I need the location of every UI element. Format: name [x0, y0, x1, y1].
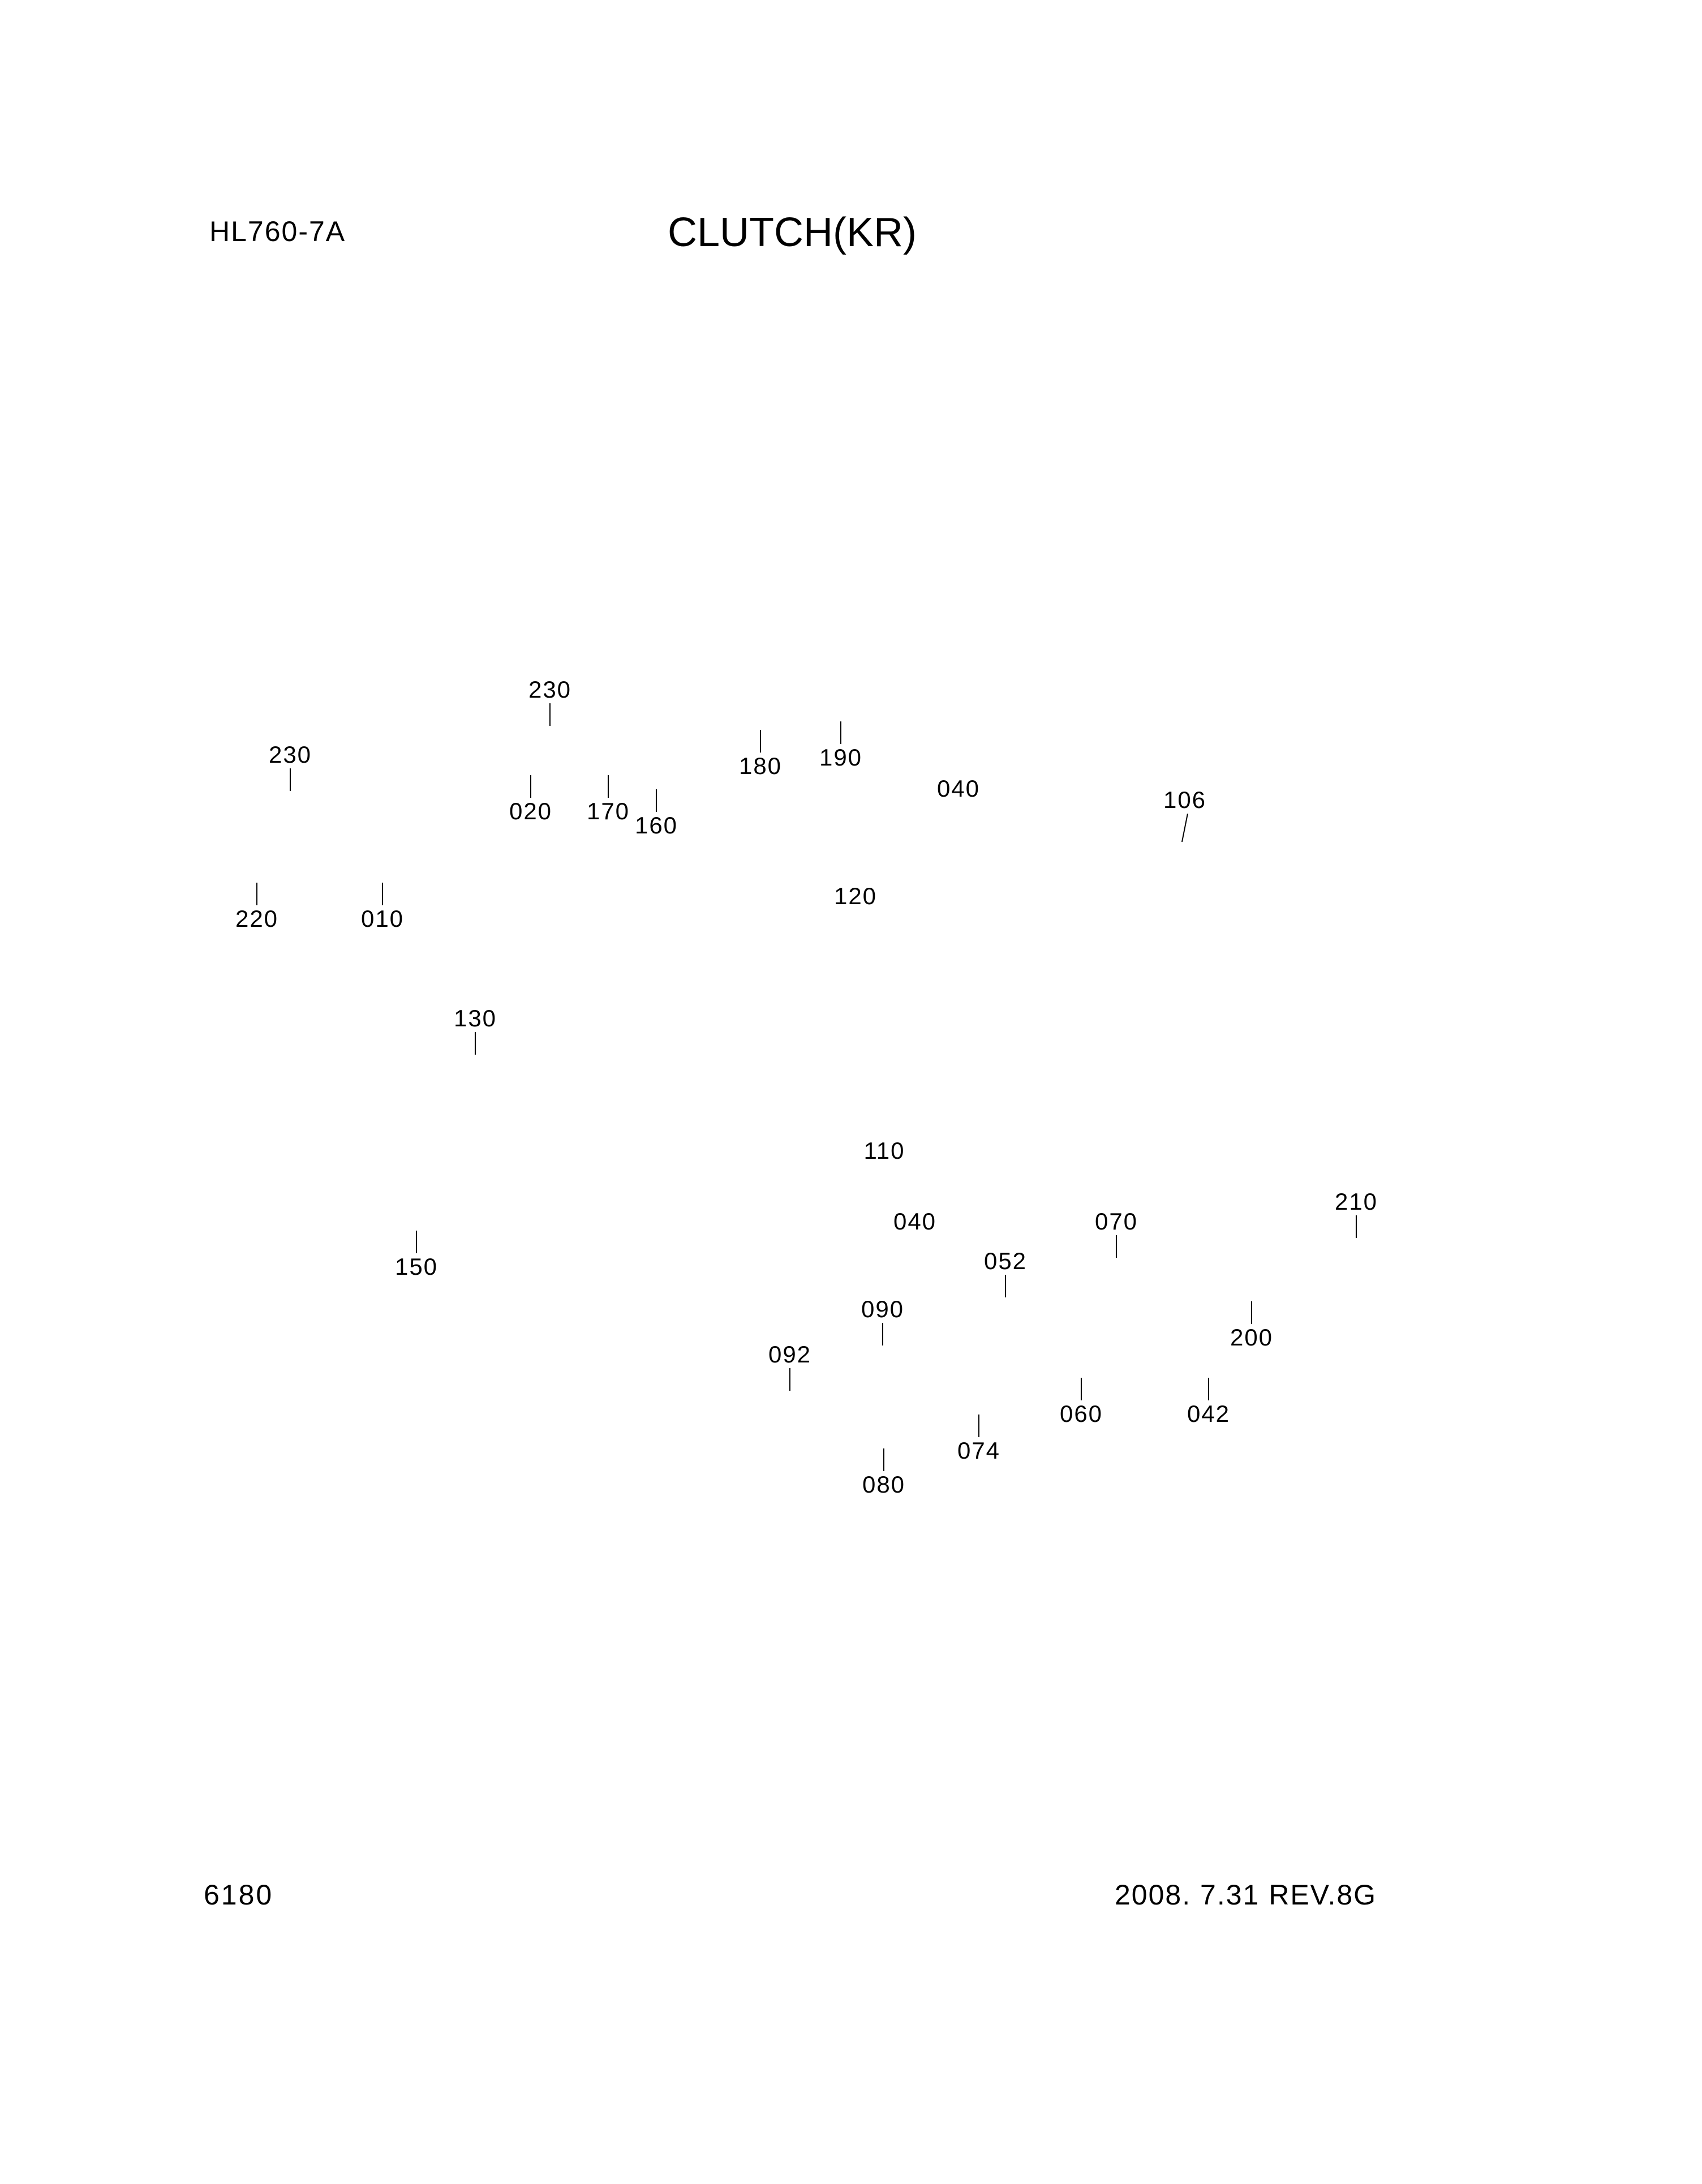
callout-tick	[973, 1415, 985, 1437]
callout-060: 060	[1060, 1378, 1103, 1428]
footer-revision: 2008. 7.31 REV.8G	[1115, 1878, 1377, 1911]
callout-tick	[603, 775, 614, 798]
callout-label: 120	[834, 883, 877, 909]
callout-106: 106	[1163, 786, 1206, 842]
callout-label: 042	[1187, 1400, 1230, 1427]
callout-090: 090	[861, 1296, 904, 1345]
callout-150: 150	[395, 1231, 438, 1280]
callout-170: 170	[587, 775, 630, 825]
callout-010: 010	[361, 883, 404, 932]
callout-200: 200	[1230, 1301, 1273, 1351]
callout-130: 130	[454, 1005, 497, 1055]
callout-tick	[525, 775, 536, 798]
callout-210: 210	[1335, 1188, 1378, 1238]
callout-220: 220	[235, 883, 278, 932]
callout-tick	[1111, 1235, 1122, 1258]
callout-label: 210	[1335, 1188, 1378, 1215]
callout-074: 074	[957, 1415, 1000, 1464]
callout-label: 010	[361, 905, 404, 932]
callout-tick	[1179, 814, 1190, 842]
callout-label: 150	[395, 1253, 438, 1280]
callout-label: 040	[893, 1208, 936, 1235]
callout-tick	[651, 789, 662, 812]
callout-label: 110	[864, 1137, 905, 1164]
callout-tick	[377, 883, 388, 905]
callout-tick	[1076, 1378, 1087, 1400]
page-root: HL760-7A CLUTCH(KR) 230 180 190 230 020 17016…	[0, 0, 1702, 2184]
callout-label: 230	[528, 676, 571, 703]
header-model: HL760-7A	[209, 215, 346, 248]
callout-tick	[835, 721, 846, 744]
callout-label: 092	[768, 1341, 811, 1368]
callout-tick	[877, 1323, 888, 1345]
callout-tick	[784, 1368, 796, 1391]
callout-label: 230	[269, 741, 312, 768]
callout-label: 130	[454, 1005, 497, 1031]
callout-tick	[544, 703, 556, 726]
callout-052: 052	[984, 1248, 1027, 1297]
callout-tick	[1203, 1378, 1214, 1400]
callout-040b: 040	[893, 1208, 936, 1235]
callout-tick	[251, 883, 263, 905]
callout-040a: 040	[937, 775, 980, 802]
callout-tick	[755, 730, 766, 753]
callout-190: 190	[819, 721, 862, 771]
callout-label: 040	[937, 775, 980, 802]
callout-label: 106	[1163, 786, 1206, 813]
callout-label: 060	[1060, 1400, 1103, 1427]
callout-070: 070	[1095, 1208, 1138, 1258]
callout-tick	[1000, 1275, 1011, 1297]
callout-180: 180	[739, 730, 782, 780]
callout-080: 080	[862, 1448, 905, 1498]
callout-042: 042	[1187, 1378, 1230, 1428]
callout-label: 190	[819, 744, 862, 771]
callout-tick	[411, 1231, 422, 1253]
callout-092: 092	[768, 1341, 811, 1391]
header-title: CLUTCH(KR)	[668, 209, 917, 256]
callout-tick	[1246, 1301, 1257, 1324]
callout-tick	[878, 1448, 889, 1471]
callout-label: 220	[235, 905, 278, 932]
callout-230b: 230	[269, 741, 312, 791]
callout-label: 020	[509, 798, 552, 824]
callout-tick	[1351, 1215, 1362, 1238]
callout-label: 170	[587, 798, 630, 824]
callout-tick	[285, 768, 296, 791]
callout-tick	[470, 1032, 481, 1055]
footer-page-number: 6180	[204, 1878, 273, 1911]
callout-label: 180	[739, 753, 782, 779]
callout-110: 110	[864, 1137, 905, 1164]
callout-label: 080	[862, 1471, 905, 1498]
callout-160: 160	[635, 789, 678, 839]
callout-label: 200	[1230, 1324, 1273, 1351]
callout-230a: 230	[528, 676, 571, 726]
callout-020: 020	[509, 775, 552, 825]
callout-label: 070	[1095, 1208, 1138, 1235]
callout-120: 120	[834, 883, 877, 910]
callout-label: 090	[861, 1296, 904, 1322]
callout-label: 074	[957, 1437, 1000, 1464]
callout-label: 052	[984, 1248, 1027, 1274]
callout-label: 160	[635, 812, 678, 839]
